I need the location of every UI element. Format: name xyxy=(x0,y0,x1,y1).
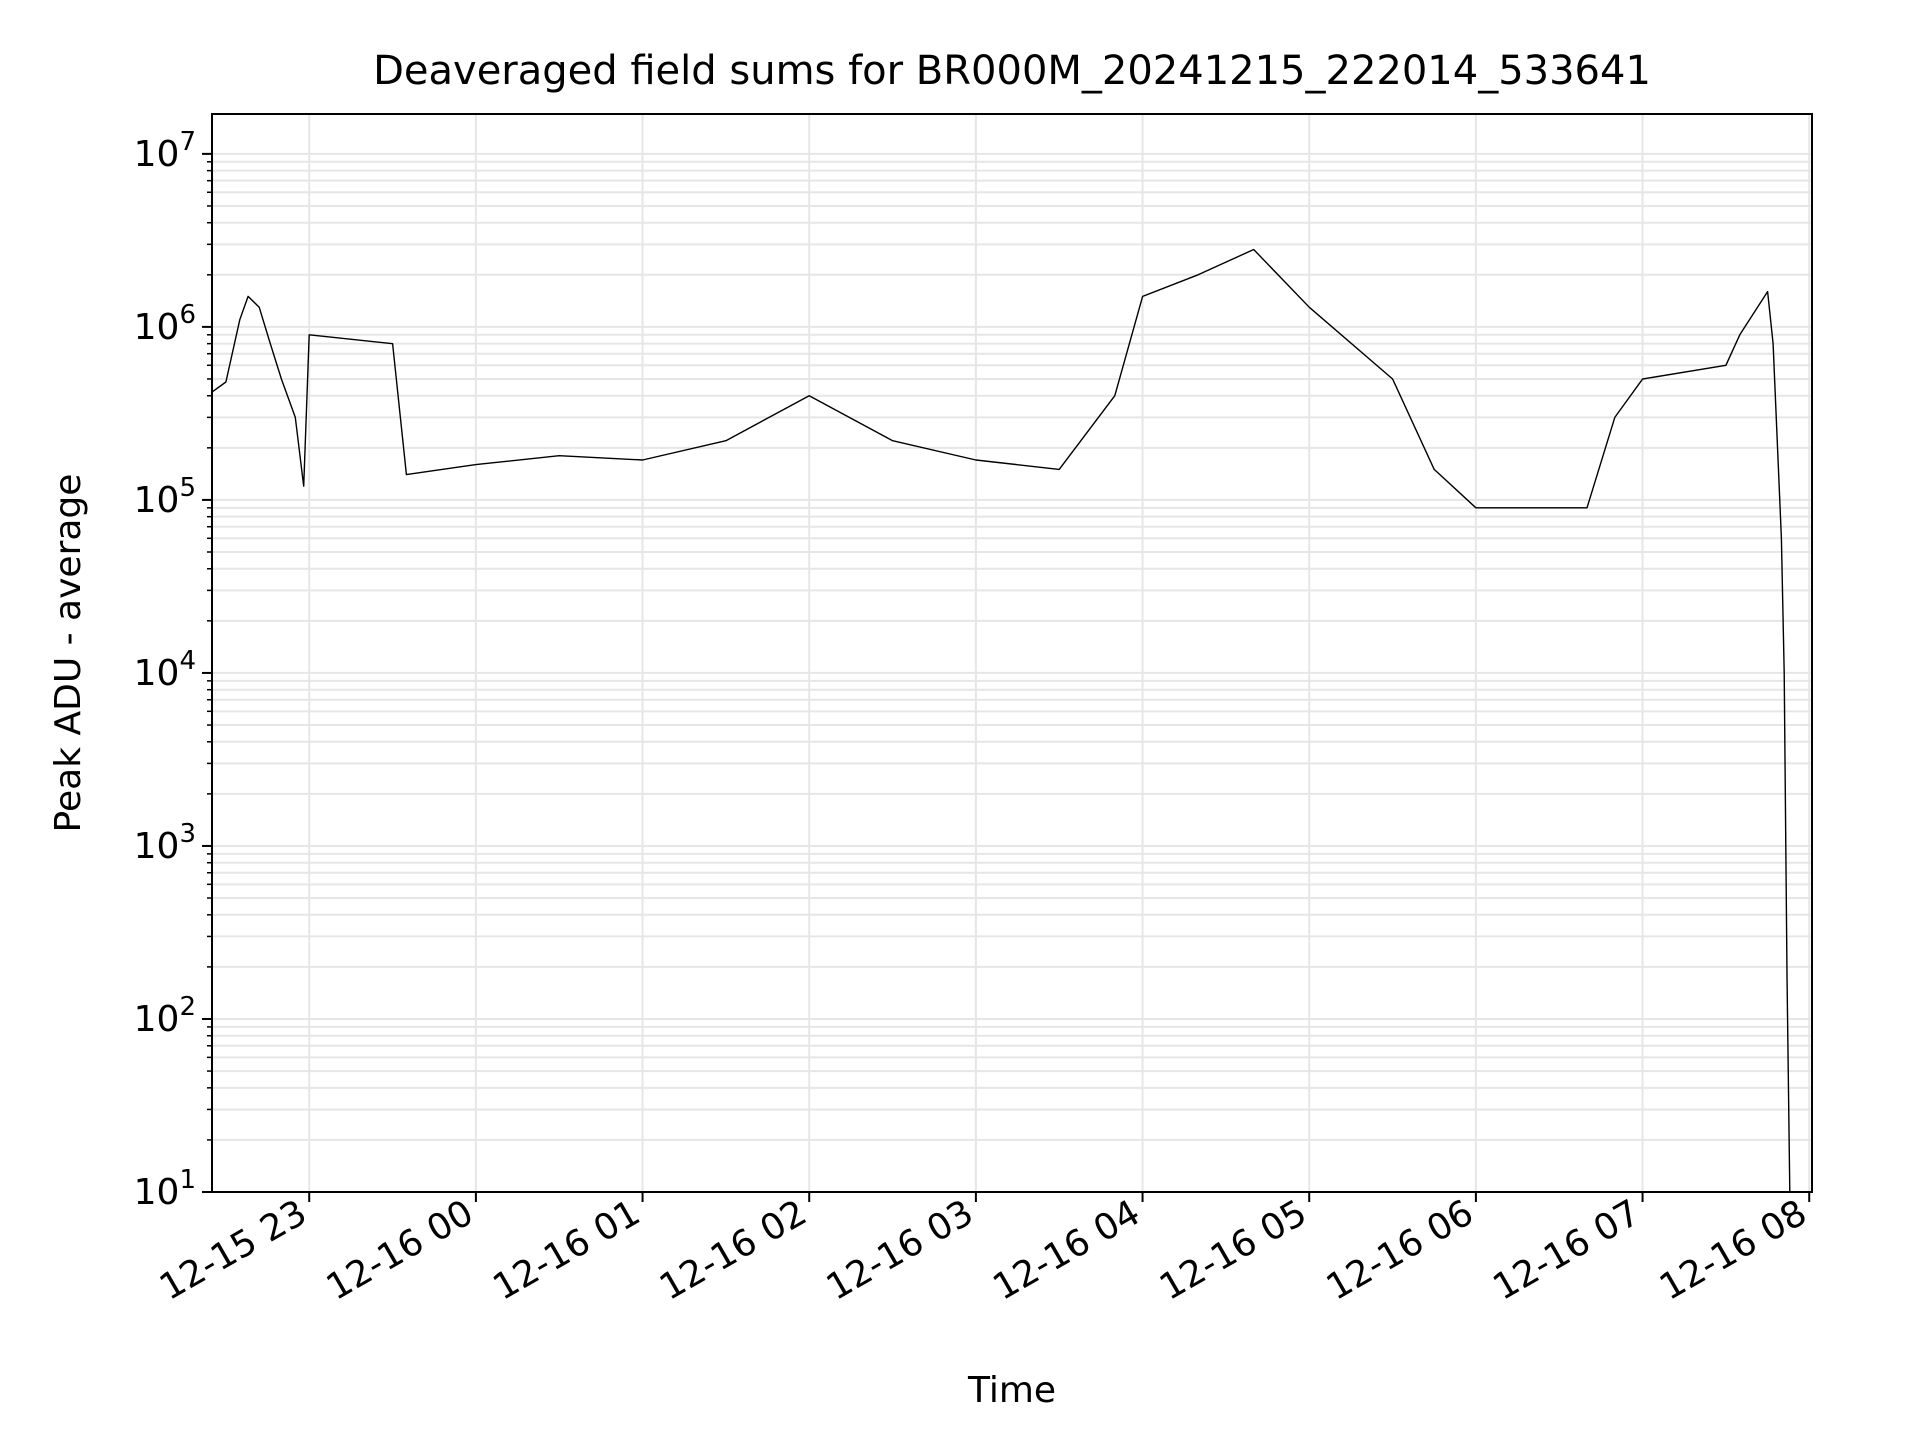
y-tick-label: 101 xyxy=(134,1165,196,1213)
y-tick-label: 104 xyxy=(134,646,196,694)
y-tick-label: 106 xyxy=(134,300,196,348)
y-axis-label: Peak ADU - average xyxy=(48,474,89,833)
data-layer xyxy=(211,248,1791,1193)
series-line xyxy=(211,248,1791,1193)
y-tick-label: 105 xyxy=(134,473,196,521)
y-tick-label: 103 xyxy=(134,819,196,867)
x-axis-label: Time xyxy=(967,1370,1056,1411)
y-tick-label: 107 xyxy=(134,127,196,175)
plot-frame xyxy=(211,113,1813,1193)
chart-title: Deaveraged field sums for BR000M_2024121… xyxy=(373,48,1651,94)
y-tick-label: 102 xyxy=(134,992,196,1040)
